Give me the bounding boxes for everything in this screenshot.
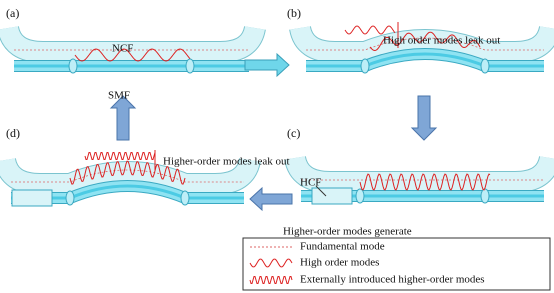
splice xyxy=(181,191,189,205)
leak-out-label: Higher-order modes leak out xyxy=(163,156,290,168)
splice xyxy=(69,59,77,73)
panel-label: (c) xyxy=(287,126,300,140)
splice xyxy=(356,189,364,203)
ncf-label: NCF xyxy=(112,43,133,55)
splice xyxy=(361,59,369,73)
legend-label: Fundamental mode xyxy=(300,241,385,253)
arrow-left xyxy=(250,188,292,210)
generate-label: Higher-order modes generate xyxy=(283,226,412,238)
figure: Fundamental mode High order modes Extern… xyxy=(0,0,554,293)
arrow-right xyxy=(245,54,289,76)
external-mode xyxy=(85,153,155,160)
panel-label: (b) xyxy=(287,6,301,20)
leak-out-label: High order modes leak out xyxy=(383,35,500,47)
splice xyxy=(481,189,489,203)
legend-label: Externally introduced higher-order modes xyxy=(300,274,485,286)
holder xyxy=(295,158,550,182)
splice xyxy=(481,59,489,73)
arrow-up xyxy=(111,96,135,140)
splice xyxy=(66,191,74,205)
hcf-segment xyxy=(312,188,352,204)
fiber-drawings xyxy=(5,22,550,206)
splice xyxy=(186,59,194,73)
smf-label: SMF xyxy=(108,90,130,102)
hcf-segment xyxy=(12,190,52,206)
panel-label: (a) xyxy=(6,6,19,20)
hcf-label: HCF xyxy=(300,177,321,189)
leaking-mode xyxy=(345,26,395,34)
panel-label: (d) xyxy=(6,126,20,140)
arrow-down xyxy=(412,96,436,140)
legend-label: High order modes xyxy=(300,257,379,269)
